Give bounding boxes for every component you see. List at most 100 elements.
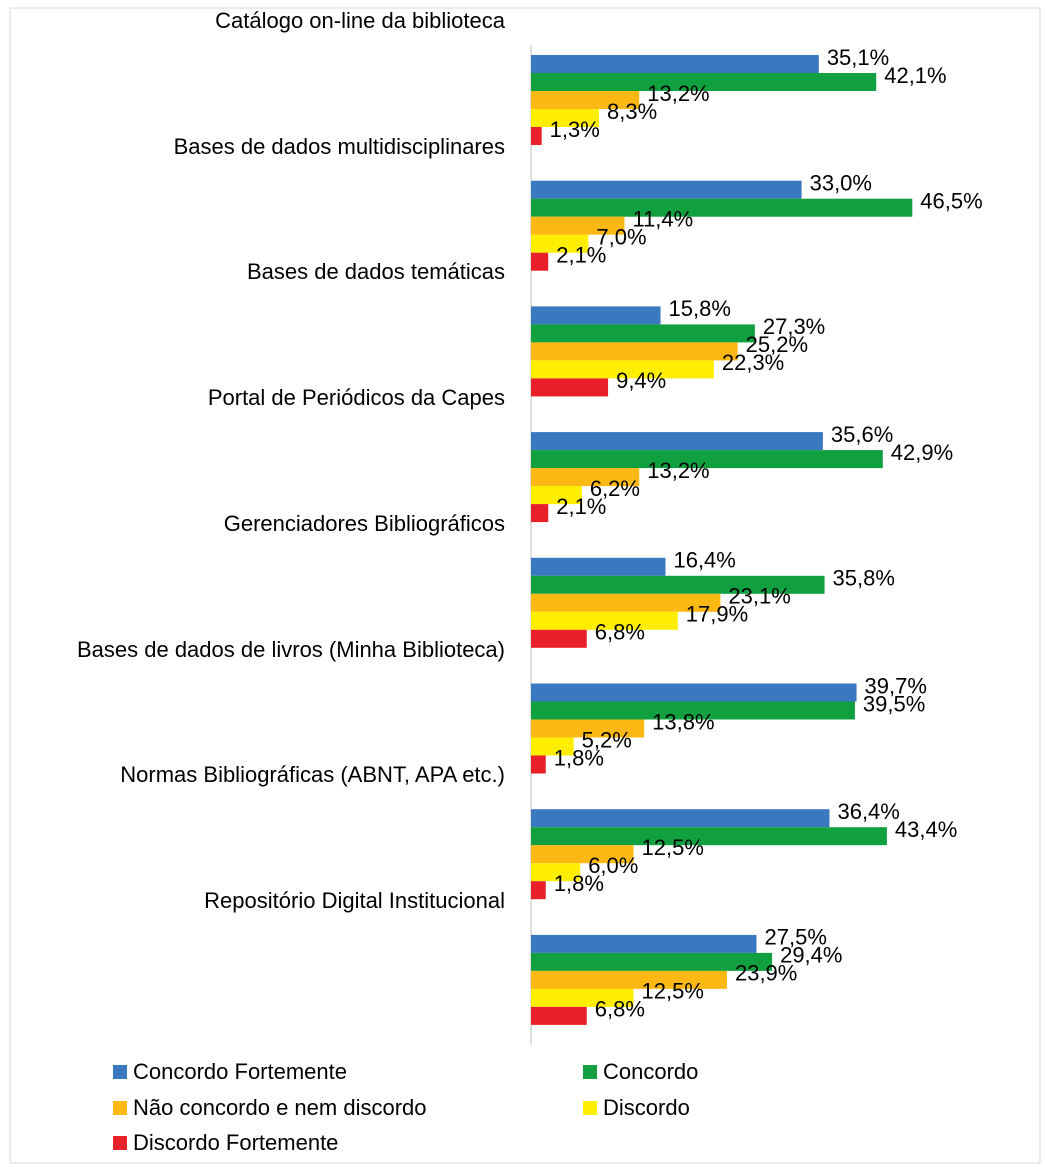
- category-label: Catálogo on-line da biblioteca: [215, 8, 505, 33]
- bar: [531, 306, 661, 325]
- bar: [531, 863, 581, 882]
- data-label: 42,9%: [891, 440, 953, 465]
- data-label: 35,6%: [831, 422, 893, 447]
- data-label: 6,2%: [590, 476, 640, 501]
- bar: [531, 557, 666, 576]
- data-label: 16,4%: [673, 548, 735, 573]
- category-label: Normas Bibliográficas (ABNT, APA etc.): [120, 762, 505, 788]
- bar: [531, 755, 546, 774]
- bar: [531, 934, 757, 953]
- bar: [531, 809, 830, 828]
- data-label: 35,8%: [833, 566, 895, 591]
- data-label: 13,8%: [652, 709, 714, 734]
- bar: [531, 468, 640, 487]
- data-label: 7,0%: [596, 225, 646, 250]
- data-label: 25,2%: [746, 332, 808, 357]
- data-label: 15,8%: [669, 296, 731, 321]
- data-label: 6,8%: [595, 620, 645, 645]
- bar: [531, 486, 582, 505]
- bar: [531, 234, 589, 253]
- data-label: 33,0%: [810, 171, 872, 196]
- data-label: 6,0%: [588, 853, 638, 878]
- data-label: 27,3%: [763, 314, 825, 339]
- legend-label: Discordo: [603, 1095, 690, 1120]
- bar: [531, 198, 913, 217]
- legend-swatch: [113, 1136, 127, 1150]
- bar: [531, 55, 819, 73]
- bar: [531, 575, 825, 594]
- bar: [531, 988, 634, 1007]
- category-label: Gerenciadores Bibliográficos: [223, 510, 505, 536]
- bar: [531, 450, 883, 469]
- bar: [531, 378, 609, 397]
- bar: [531, 970, 727, 989]
- data-label: 43,4%: [895, 817, 957, 842]
- data-label: 35,1%: [827, 45, 889, 70]
- data-label: 27,5%: [765, 925, 827, 950]
- data-label: 6,8%: [595, 997, 645, 1022]
- legend-swatch: [113, 1065, 127, 1079]
- chart-frame: [9, 7, 1041, 1164]
- bar: [531, 504, 549, 523]
- bar: [531, 845, 634, 864]
- bar: [531, 683, 857, 702]
- bar: [531, 593, 721, 612]
- legend-swatch: [583, 1101, 597, 1115]
- data-label: 39,7%: [865, 673, 927, 698]
- data-label: 11,4%: [632, 207, 693, 232]
- bar: [531, 342, 738, 361]
- data-label: 1,3%: [550, 117, 600, 142]
- data-label: 2,1%: [556, 494, 606, 519]
- bar: [531, 827, 887, 846]
- data-label: 12,5%: [642, 835, 704, 860]
- category-label: Bases de dados de livros (Minha Bibliote…: [76, 636, 505, 662]
- bar: [531, 719, 645, 738]
- bar: [531, 324, 755, 343]
- data-label: 36,4%: [837, 799, 899, 824]
- bar: [531, 109, 600, 127]
- legend-label: Discordo Fortemente: [133, 1130, 338, 1155]
- category-label: Bases de dados multidisciplinares: [173, 133, 505, 159]
- bar: [531, 180, 802, 199]
- bar: [531, 952, 773, 971]
- data-label: 22,3%: [722, 350, 784, 375]
- category-label: Bases de dados temáticas: [246, 259, 505, 285]
- bar: [531, 360, 714, 379]
- data-label: 23,9%: [735, 961, 797, 986]
- data-label: 46,5%: [920, 189, 982, 214]
- bar: [531, 1006, 587, 1025]
- data-label: 5,2%: [582, 727, 632, 752]
- data-label: 29,4%: [780, 943, 842, 968]
- bar: [531, 216, 625, 235]
- legend-swatch: [583, 1065, 597, 1079]
- bar: [531, 432, 823, 451]
- category-label: Repositório Digital Institucional: [204, 887, 505, 913]
- bar: [531, 701, 855, 720]
- bar: [531, 611, 678, 630]
- data-label: 12,5%: [642, 979, 704, 1004]
- data-label: 13,2%: [647, 81, 709, 106]
- data-label: 23,1%: [728, 584, 790, 609]
- bar: [531, 737, 574, 756]
- data-label: 17,9%: [686, 602, 748, 627]
- bar: [531, 73, 877, 91]
- data-label: 9,4%: [616, 368, 666, 393]
- bar: [531, 629, 587, 648]
- bar: [531, 91, 640, 109]
- data-label: 13,2%: [647, 458, 709, 483]
- category-label: Portal de Periódicos da Capes: [207, 385, 505, 411]
- legend-swatch: [113, 1101, 127, 1115]
- legend-label: Não concordo e nem discordo: [133, 1095, 427, 1120]
- bar: [531, 127, 542, 145]
- bar: [531, 881, 546, 900]
- data-label: 8,3%: [607, 99, 657, 124]
- bar: [531, 252, 549, 271]
- data-label: 1,8%: [554, 745, 604, 770]
- legend-label: Concordo Fortemente: [133, 1059, 347, 1084]
- legend-label: Concordo: [603, 1059, 698, 1084]
- data-label: 2,1%: [556, 243, 606, 268]
- data-label: 1,8%: [554, 871, 604, 896]
- data-label: 42,1%: [884, 63, 946, 88]
